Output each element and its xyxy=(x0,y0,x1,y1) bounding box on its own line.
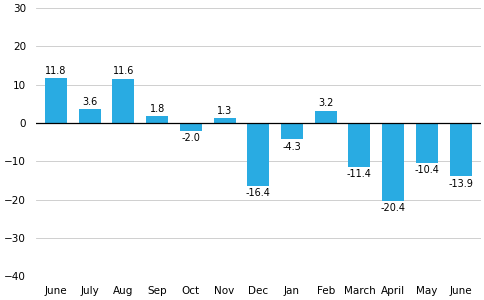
Text: -4.3: -4.3 xyxy=(282,142,301,152)
Bar xyxy=(78,109,101,123)
Text: -10.4: -10.4 xyxy=(414,165,439,175)
Bar xyxy=(146,116,168,123)
Text: 11.6: 11.6 xyxy=(112,66,134,76)
Text: -11.4: -11.4 xyxy=(346,169,371,179)
Text: 3.2: 3.2 xyxy=(318,98,333,109)
Text: 11.8: 11.8 xyxy=(45,65,66,76)
Bar xyxy=(449,123,470,176)
Text: -16.4: -16.4 xyxy=(245,188,270,198)
Bar xyxy=(213,118,235,123)
Bar xyxy=(348,123,370,166)
Bar xyxy=(381,123,403,201)
Bar xyxy=(45,78,67,123)
Text: 1.8: 1.8 xyxy=(149,104,165,114)
Text: 3.6: 3.6 xyxy=(82,97,97,107)
Bar xyxy=(247,123,269,186)
Bar xyxy=(112,79,134,123)
Bar xyxy=(180,123,201,131)
Text: -2.0: -2.0 xyxy=(181,133,200,143)
Bar xyxy=(415,123,437,163)
Bar xyxy=(314,111,336,123)
Text: -13.9: -13.9 xyxy=(447,178,472,188)
Bar xyxy=(281,123,302,140)
Text: -20.4: -20.4 xyxy=(380,203,405,213)
Text: 1.3: 1.3 xyxy=(216,106,232,116)
